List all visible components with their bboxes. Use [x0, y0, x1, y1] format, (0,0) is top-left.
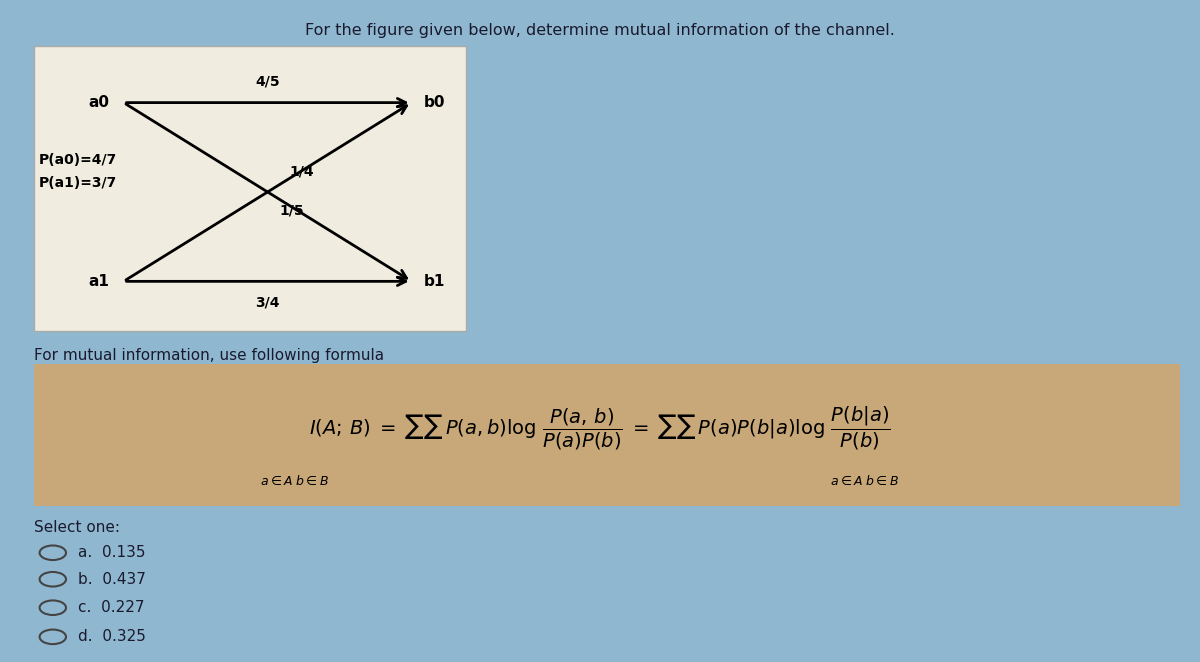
Text: b0: b0	[424, 95, 445, 110]
Text: For the figure given below, determine mutual information of the channel.: For the figure given below, determine mu…	[305, 23, 895, 38]
Text: a1: a1	[89, 274, 109, 289]
Text: a0: a0	[89, 95, 109, 110]
Text: 3/4: 3/4	[256, 296, 280, 310]
Text: b.  0.437: b. 0.437	[78, 572, 146, 587]
Text: c.  0.227: c. 0.227	[78, 600, 144, 615]
Text: b1: b1	[424, 274, 445, 289]
Text: $a\in A\;b\in B$: $a\in A\;b\in B$	[259, 474, 329, 488]
Text: For mutual information, use following formula: For mutual information, use following fo…	[34, 348, 384, 363]
Bar	[34, 46, 466, 331]
Text: 1/5: 1/5	[280, 204, 305, 218]
Text: a.  0.135: a. 0.135	[78, 545, 145, 560]
Text: P(a0)=4/7
P(a1)=3/7: P(a0)=4/7 P(a1)=3/7	[38, 153, 116, 190]
Text: Select one:: Select one:	[34, 520, 120, 535]
Text: 4/5: 4/5	[256, 74, 280, 88]
Text: $a\in A\;b\in B$: $a\in A\;b\in B$	[829, 474, 899, 488]
Text: d.  0.325: d. 0.325	[78, 630, 146, 644]
Text: $I(A;\,B)\;=\;\sum\sum\,P(a,b)\log\,\dfrac{P(a,\,b)}{P(a)P(b)}\;=\;\sum\sum\,P(a: $I(A;\,B)\;=\;\sum\sum\,P(a,b)\log\,\dfr…	[310, 405, 890, 452]
Bar	[34, 364, 1180, 506]
Text: 1/4: 1/4	[289, 165, 314, 179]
